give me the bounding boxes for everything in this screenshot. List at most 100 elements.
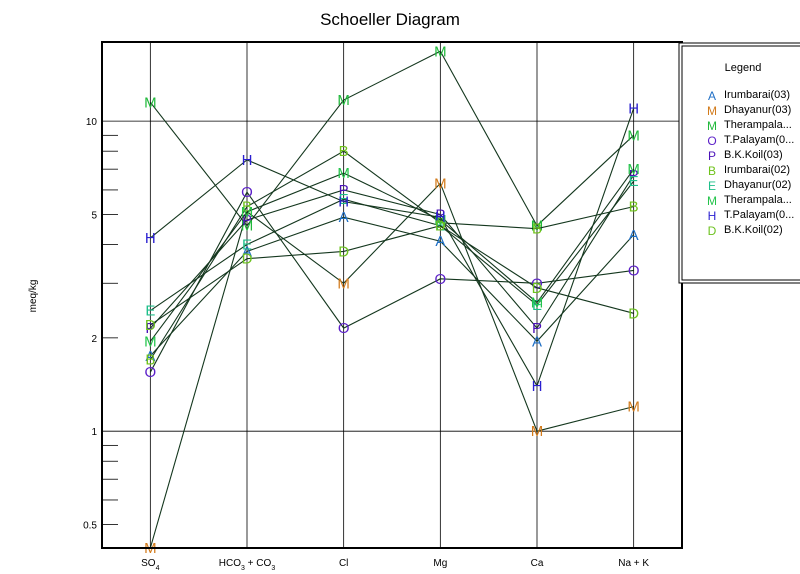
legend-marker: B (708, 164, 716, 178)
data-point: H (242, 152, 253, 169)
data-point: E (145, 303, 155, 320)
data-point: B (339, 143, 349, 160)
legend-label: Dhayanur(02) (724, 179, 791, 191)
data-point: M (531, 295, 544, 312)
data-point: A (532, 333, 542, 350)
legend-marker: M (707, 104, 717, 118)
data-point: M (337, 165, 350, 182)
legend-label: T.Palayam(0... (724, 134, 794, 146)
data-point: B (435, 215, 445, 232)
series-line (149, 168, 635, 342)
series-9: D D D D D D (145, 218, 639, 334)
series-4: P P P P P P (145, 167, 638, 337)
legend-marker: M (707, 194, 717, 208)
legend-label: B.K.Koil(02) (724, 224, 783, 236)
data-point: B (145, 352, 155, 369)
data-point: E (532, 297, 542, 314)
data-point: M (627, 161, 640, 178)
data-point: H (628, 100, 639, 117)
x-tick-label: Mg (433, 558, 447, 569)
data-point: A (145, 348, 155, 365)
data-point: M (241, 204, 254, 221)
chart-title: Schoeller Diagram (320, 10, 460, 29)
series-8: H H H H H H (145, 100, 639, 395)
legend-label: Irumbarai(02) (724, 164, 790, 176)
legend-marker: A (708, 89, 716, 103)
series-line (149, 182, 634, 549)
legend-marker: D (708, 224, 717, 238)
data-point: H (338, 194, 349, 211)
data-point: M (434, 43, 447, 60)
legend-label: B.K.Koil(03) (724, 149, 783, 161)
data-point: P (629, 167, 639, 184)
tick-labels: 0.5 1 2 5 10 SO4 HCO3 + CO3 Cl Mg Ca Na + K (83, 117, 649, 571)
data-point: O (434, 271, 446, 288)
plot-frame (101, 41, 683, 549)
data-point: B (532, 221, 542, 238)
data-point: P (532, 320, 542, 337)
series-line (149, 174, 635, 330)
legend-marker: M (707, 119, 717, 133)
data-point: A (242, 243, 252, 260)
grid-lines (102, 42, 682, 548)
data-point: M (337, 275, 350, 292)
data-point: M (531, 218, 544, 235)
legend-title: Legend (725, 62, 762, 74)
series-line (150, 180, 635, 311)
x-tick-label: Ca (531, 558, 544, 569)
series-line (149, 50, 635, 227)
legend-marker: H (708, 209, 717, 223)
data-point: B (242, 199, 252, 216)
data-point: E (629, 173, 639, 190)
legend-marker: E (708, 179, 716, 193)
data-point: M (627, 127, 640, 144)
series-line (149, 108, 635, 388)
series-line (149, 191, 634, 373)
data-point: D (435, 218, 446, 235)
data-point: O (144, 364, 156, 381)
legend-label: Therampala... (724, 194, 792, 206)
data-point: H (435, 209, 446, 226)
data-point: O (241, 184, 253, 201)
data-point: E (339, 191, 349, 208)
data-point: A (435, 233, 445, 250)
legend-marker: P (708, 149, 716, 163)
data-point: E (242, 237, 252, 254)
legend-frame-outer (678, 42, 800, 284)
data-point: O (628, 262, 640, 279)
legend-items: A Irumbarai(03) M Dhayanur(03) M Therampala..… (707, 89, 794, 238)
y-axis-label: meq/kg (28, 280, 39, 313)
series-line (149, 150, 634, 361)
data-point: O (531, 275, 543, 292)
legend-label: Dhayanur(03) (724, 104, 791, 116)
data-point: D (628, 305, 639, 322)
data-point: M (144, 94, 157, 111)
series-line (150, 225, 634, 326)
data-point: A (629, 227, 639, 244)
y-tick-label: 10 (86, 117, 98, 128)
x-tick-label: SO4 (141, 558, 159, 572)
data-point: O (338, 320, 350, 337)
x-tick-label: HCO3 + CO3 (219, 558, 276, 572)
data-point: M (241, 218, 254, 235)
legend-label: Irumbarai(03) (724, 89, 790, 101)
data-point: M (531, 423, 544, 440)
legend-frame-inner (681, 45, 800, 281)
data-point: P (242, 212, 252, 229)
data-point: B (629, 199, 639, 216)
data-point: M (627, 399, 640, 416)
data-point: M (434, 175, 447, 192)
x-tick-label: Cl (339, 558, 348, 569)
data-point: M (337, 92, 350, 109)
legend-label: T.Palayam(0... (724, 209, 794, 221)
data-point: D (532, 280, 543, 297)
data-point: D (145, 317, 156, 334)
y-tick-label: 0.5 (83, 521, 97, 532)
data-point: P (145, 320, 155, 337)
